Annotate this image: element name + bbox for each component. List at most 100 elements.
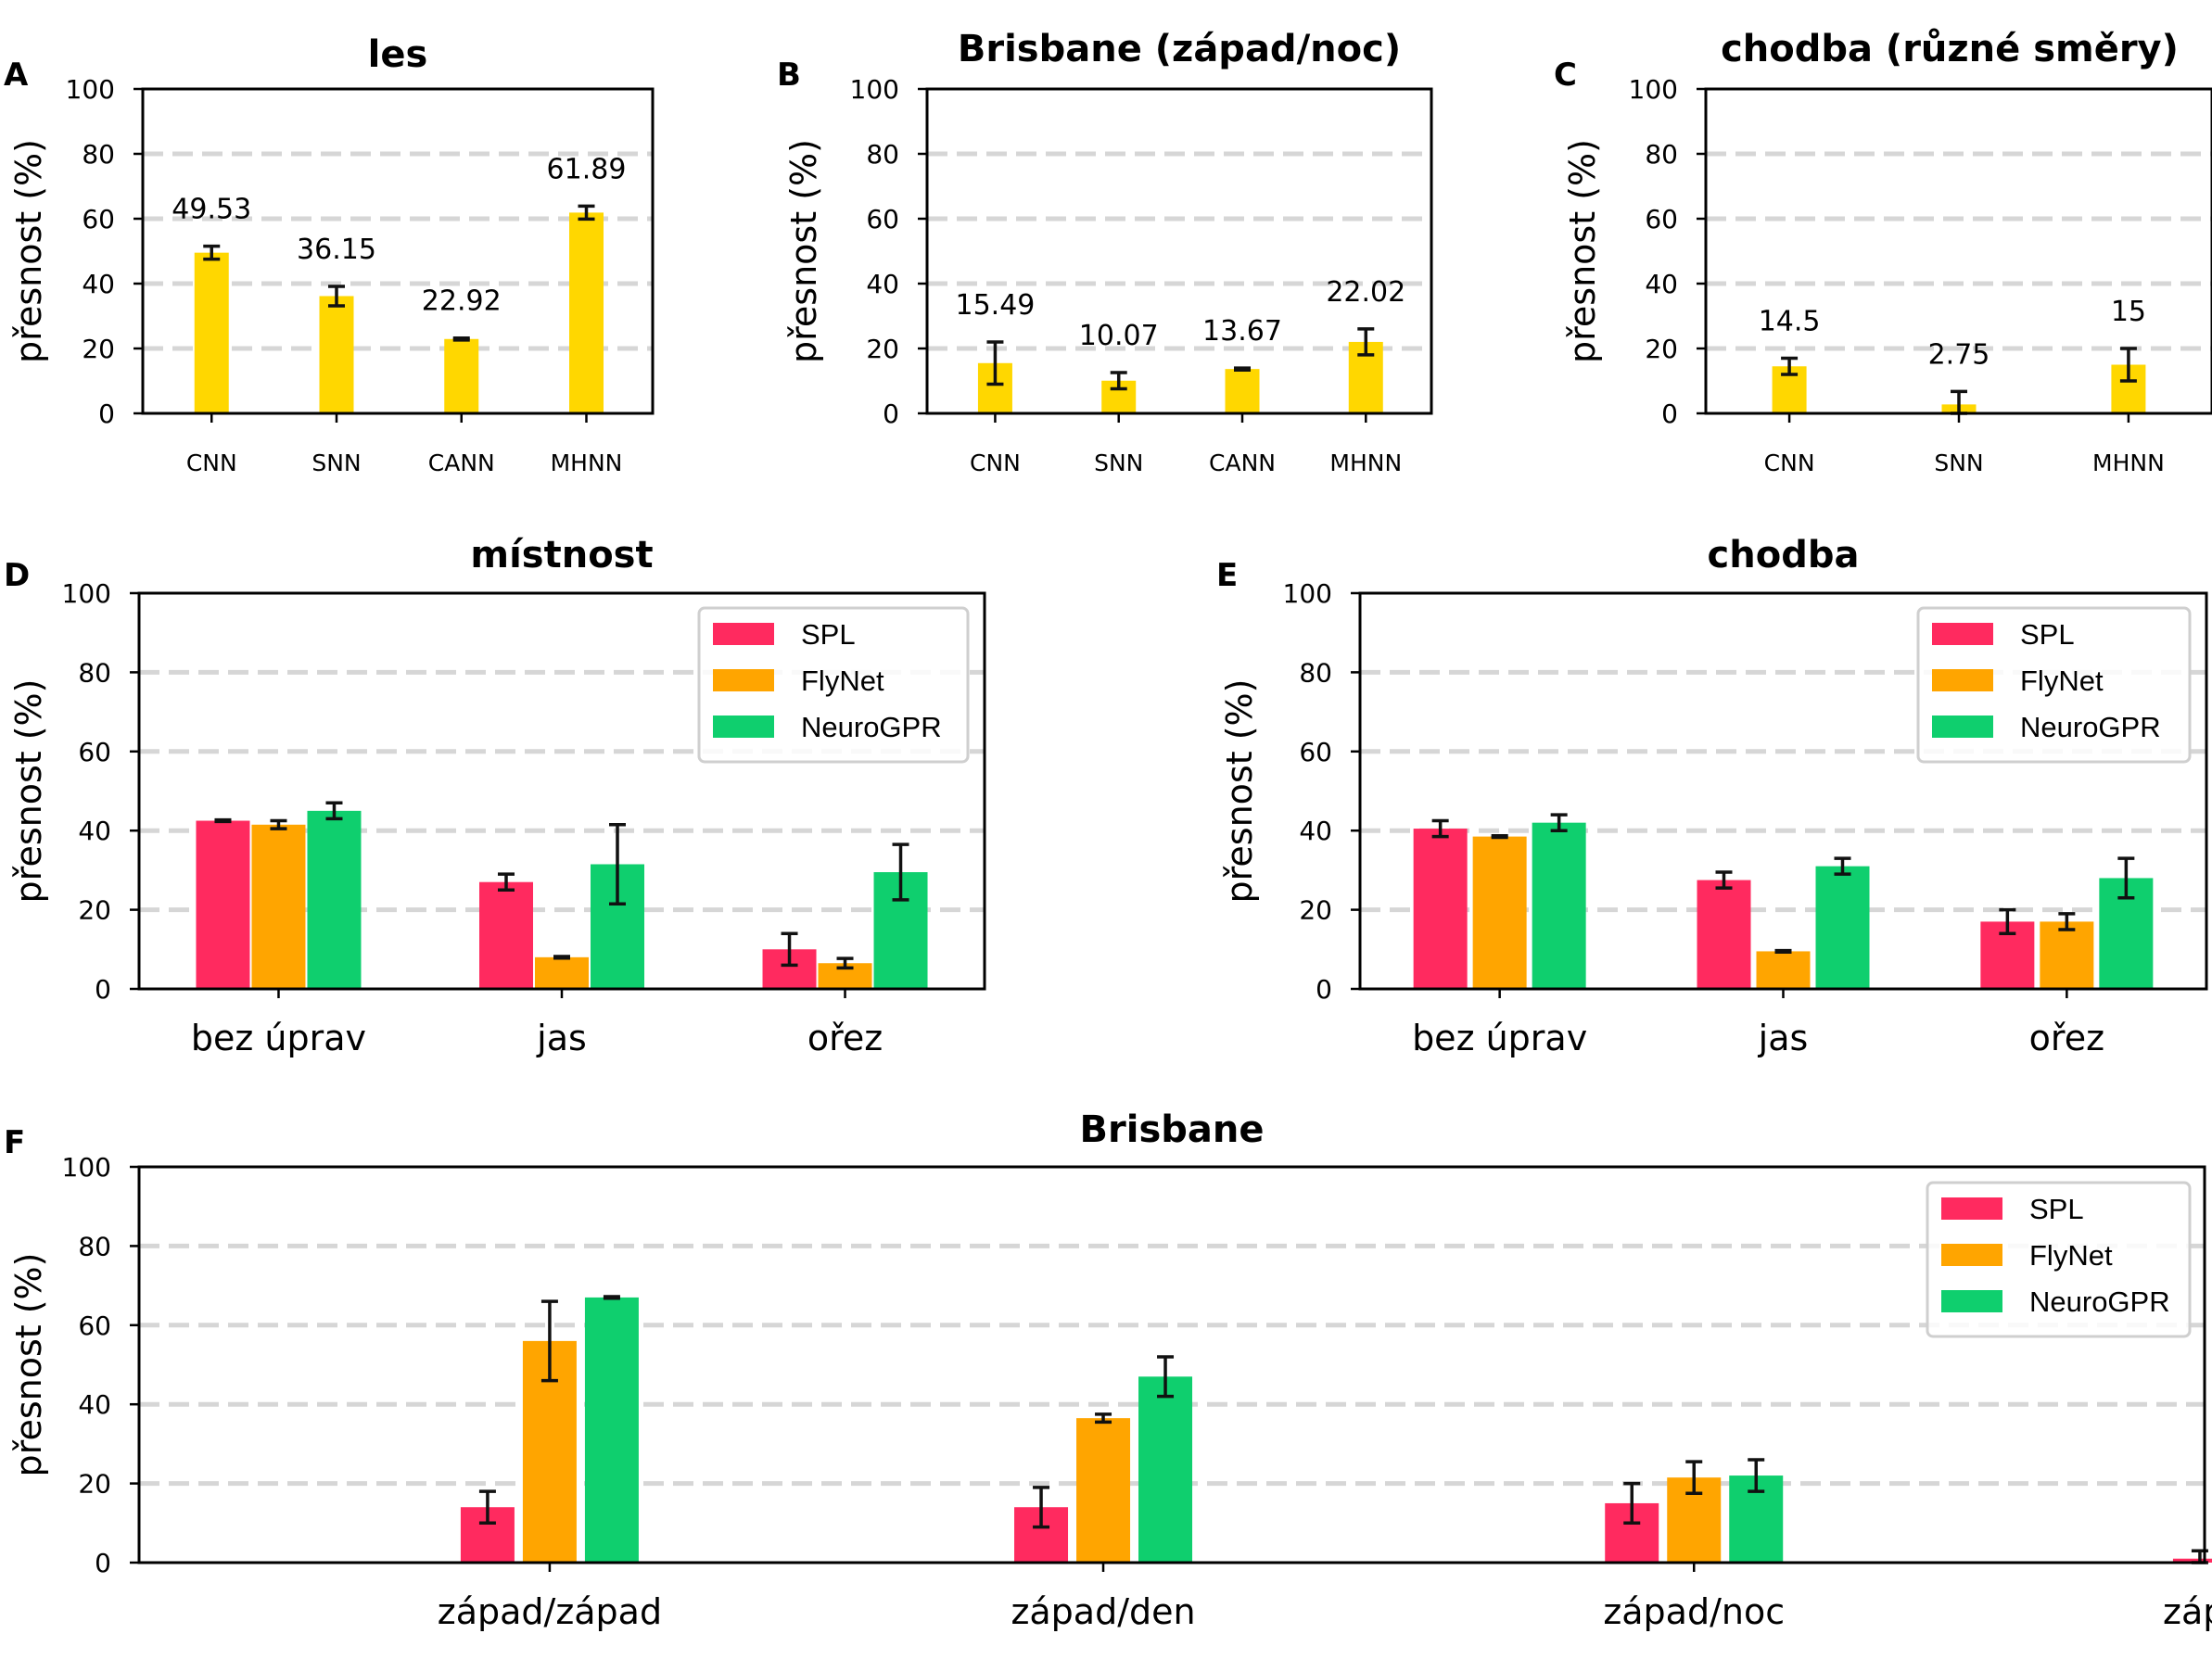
axes-frame [141, 87, 655, 415]
y-tick-label: 100 [1629, 74, 1678, 105]
x-tick-label: CNN [970, 450, 1021, 476]
bar [1697, 880, 1751, 989]
y-axis-label: přesnost (%) [1562, 139, 1603, 363]
legend-label: FlyNet [2029, 1239, 2113, 1272]
bar [479, 881, 533, 989]
data-label: 2.75 [1928, 338, 1990, 371]
panel-e: bez úprav jas ořez 0 20 40 60 80 100 přesnost (%)… [1216, 534, 2208, 1058]
legend: SPL FlyNet NeuroGPR [1926, 1181, 2192, 1338]
y-tick-label: 40 [78, 816, 111, 846]
y-tick-label: 0 [95, 1548, 111, 1578]
y-axis-label: přesnost (%) [8, 139, 49, 363]
legend-swatch [1941, 1197, 2002, 1220]
bar [319, 296, 354, 413]
x-tick-label: MHNN [2092, 450, 2165, 476]
legend-label: FlyNet [801, 665, 884, 697]
y-tick-label: 80 [78, 657, 111, 688]
bar [1532, 822, 1586, 989]
data-label: 49.53 [172, 194, 251, 226]
y-tick-label: 60 [866, 204, 899, 234]
panel-title: chodba (různé směry) [1721, 27, 2179, 70]
bar [444, 338, 479, 413]
legend-label: NeuroGPR [2029, 1285, 2170, 1318]
data-label: 15 [2111, 296, 2146, 328]
y-tick-label: 60 [78, 1311, 111, 1341]
panel-title: Brisbane (západ/noc) [958, 28, 1401, 70]
bar [1815, 866, 1870, 989]
bar [196, 820, 250, 989]
legend-label: NeuroGPR [2020, 711, 2161, 743]
panel-letter: B [777, 57, 801, 94]
data-label: 61.89 [547, 153, 627, 185]
data-label: 36.15 [297, 234, 376, 266]
legend-swatch [1932, 716, 1993, 738]
y-tick-label: 0 [98, 399, 115, 429]
axes-frame [1358, 591, 2208, 991]
bar [1413, 829, 1468, 989]
panel-letter: A [4, 57, 29, 94]
y-tick-label: 40 [1645, 269, 1678, 299]
panel-b: 15.49 CNN 10.07 SNN 13.67 CANN 22.02 MHNN 0 20 40 6… [777, 28, 1433, 476]
x-tick-label: CANN [1209, 450, 1276, 476]
data-label: 22.02 [1326, 276, 1405, 309]
legend-label: FlyNet [2020, 665, 2104, 697]
legend-swatch [1932, 669, 1993, 691]
panel-title: místnost [470, 534, 653, 576]
data-label: 22.92 [422, 285, 502, 318]
y-tick-label: 80 [82, 139, 115, 170]
legend: SPL FlyNet NeuroGPR [697, 606, 970, 764]
x-tick-label: jas [1758, 1018, 1809, 1058]
panel-letter: F [4, 1124, 25, 1161]
x-tick-label: MHNN [551, 450, 623, 476]
x-tick-label: západ/ráno [2163, 1591, 2212, 1632]
bar [307, 810, 362, 989]
bar [1225, 369, 1260, 413]
y-tick-label: 100 [66, 74, 115, 105]
x-tick-label: jas [536, 1018, 587, 1058]
y-tick-label: 20 [78, 895, 111, 926]
axes-frame [925, 87, 1433, 415]
bar [2040, 921, 2094, 989]
bar [1076, 1418, 1131, 1563]
panel-title: Brisbane [1080, 1108, 1265, 1151]
x-tick-label: SNN [1934, 450, 1983, 476]
axes-frame [137, 1165, 2206, 1564]
legend-label: SPL [2029, 1193, 2084, 1225]
bar [2172, 1558, 2212, 1563]
bar [584, 1297, 639, 1563]
bar [1756, 951, 1811, 989]
data-label: 14.5 [1759, 306, 1821, 338]
panel-title: les [368, 33, 428, 76]
x-tick-label: MHNN [1329, 450, 1402, 476]
panel-c: 14.5 CNN 2.75 SNN 15 MHNN 0 20 40 60 80 100 přesnost… [1554, 27, 2212, 476]
y-tick-label: 80 [1645, 139, 1678, 170]
x-tick-label: západ/den [1011, 1591, 1195, 1632]
y-axis-label: přesnost (%) [783, 139, 824, 363]
y-tick-label: 0 [1661, 399, 1678, 429]
bar [1472, 836, 1527, 989]
y-tick-label: 100 [1283, 578, 1332, 609]
y-tick-label: 100 [62, 1152, 111, 1183]
legend-label: SPL [801, 618, 856, 651]
data-label: 13.67 [1202, 315, 1282, 348]
bar [1138, 1376, 1193, 1563]
x-tick-label: SNN [311, 450, 361, 476]
panel-title: chodba [1708, 534, 1860, 576]
y-tick-label: 20 [78, 1469, 111, 1500]
y-tick-label: 80 [1299, 657, 1332, 688]
legend-swatch [713, 669, 774, 691]
legend-label: NeuroGPR [801, 711, 942, 743]
axes-frame [137, 591, 986, 991]
y-tick-label: 80 [866, 139, 899, 170]
panel-letter: D [4, 557, 30, 594]
y-tick-label: 40 [866, 269, 899, 299]
y-tick-label: 100 [62, 578, 111, 609]
y-tick-label: 60 [82, 204, 115, 234]
y-tick-label: 60 [1299, 737, 1332, 767]
y-tick-label: 80 [78, 1231, 111, 1261]
y-tick-label: 20 [1645, 334, 1678, 364]
panel-letter: C [1554, 57, 1577, 94]
legend-swatch [1941, 1244, 2002, 1266]
x-tick-label: SNN [1094, 450, 1143, 476]
